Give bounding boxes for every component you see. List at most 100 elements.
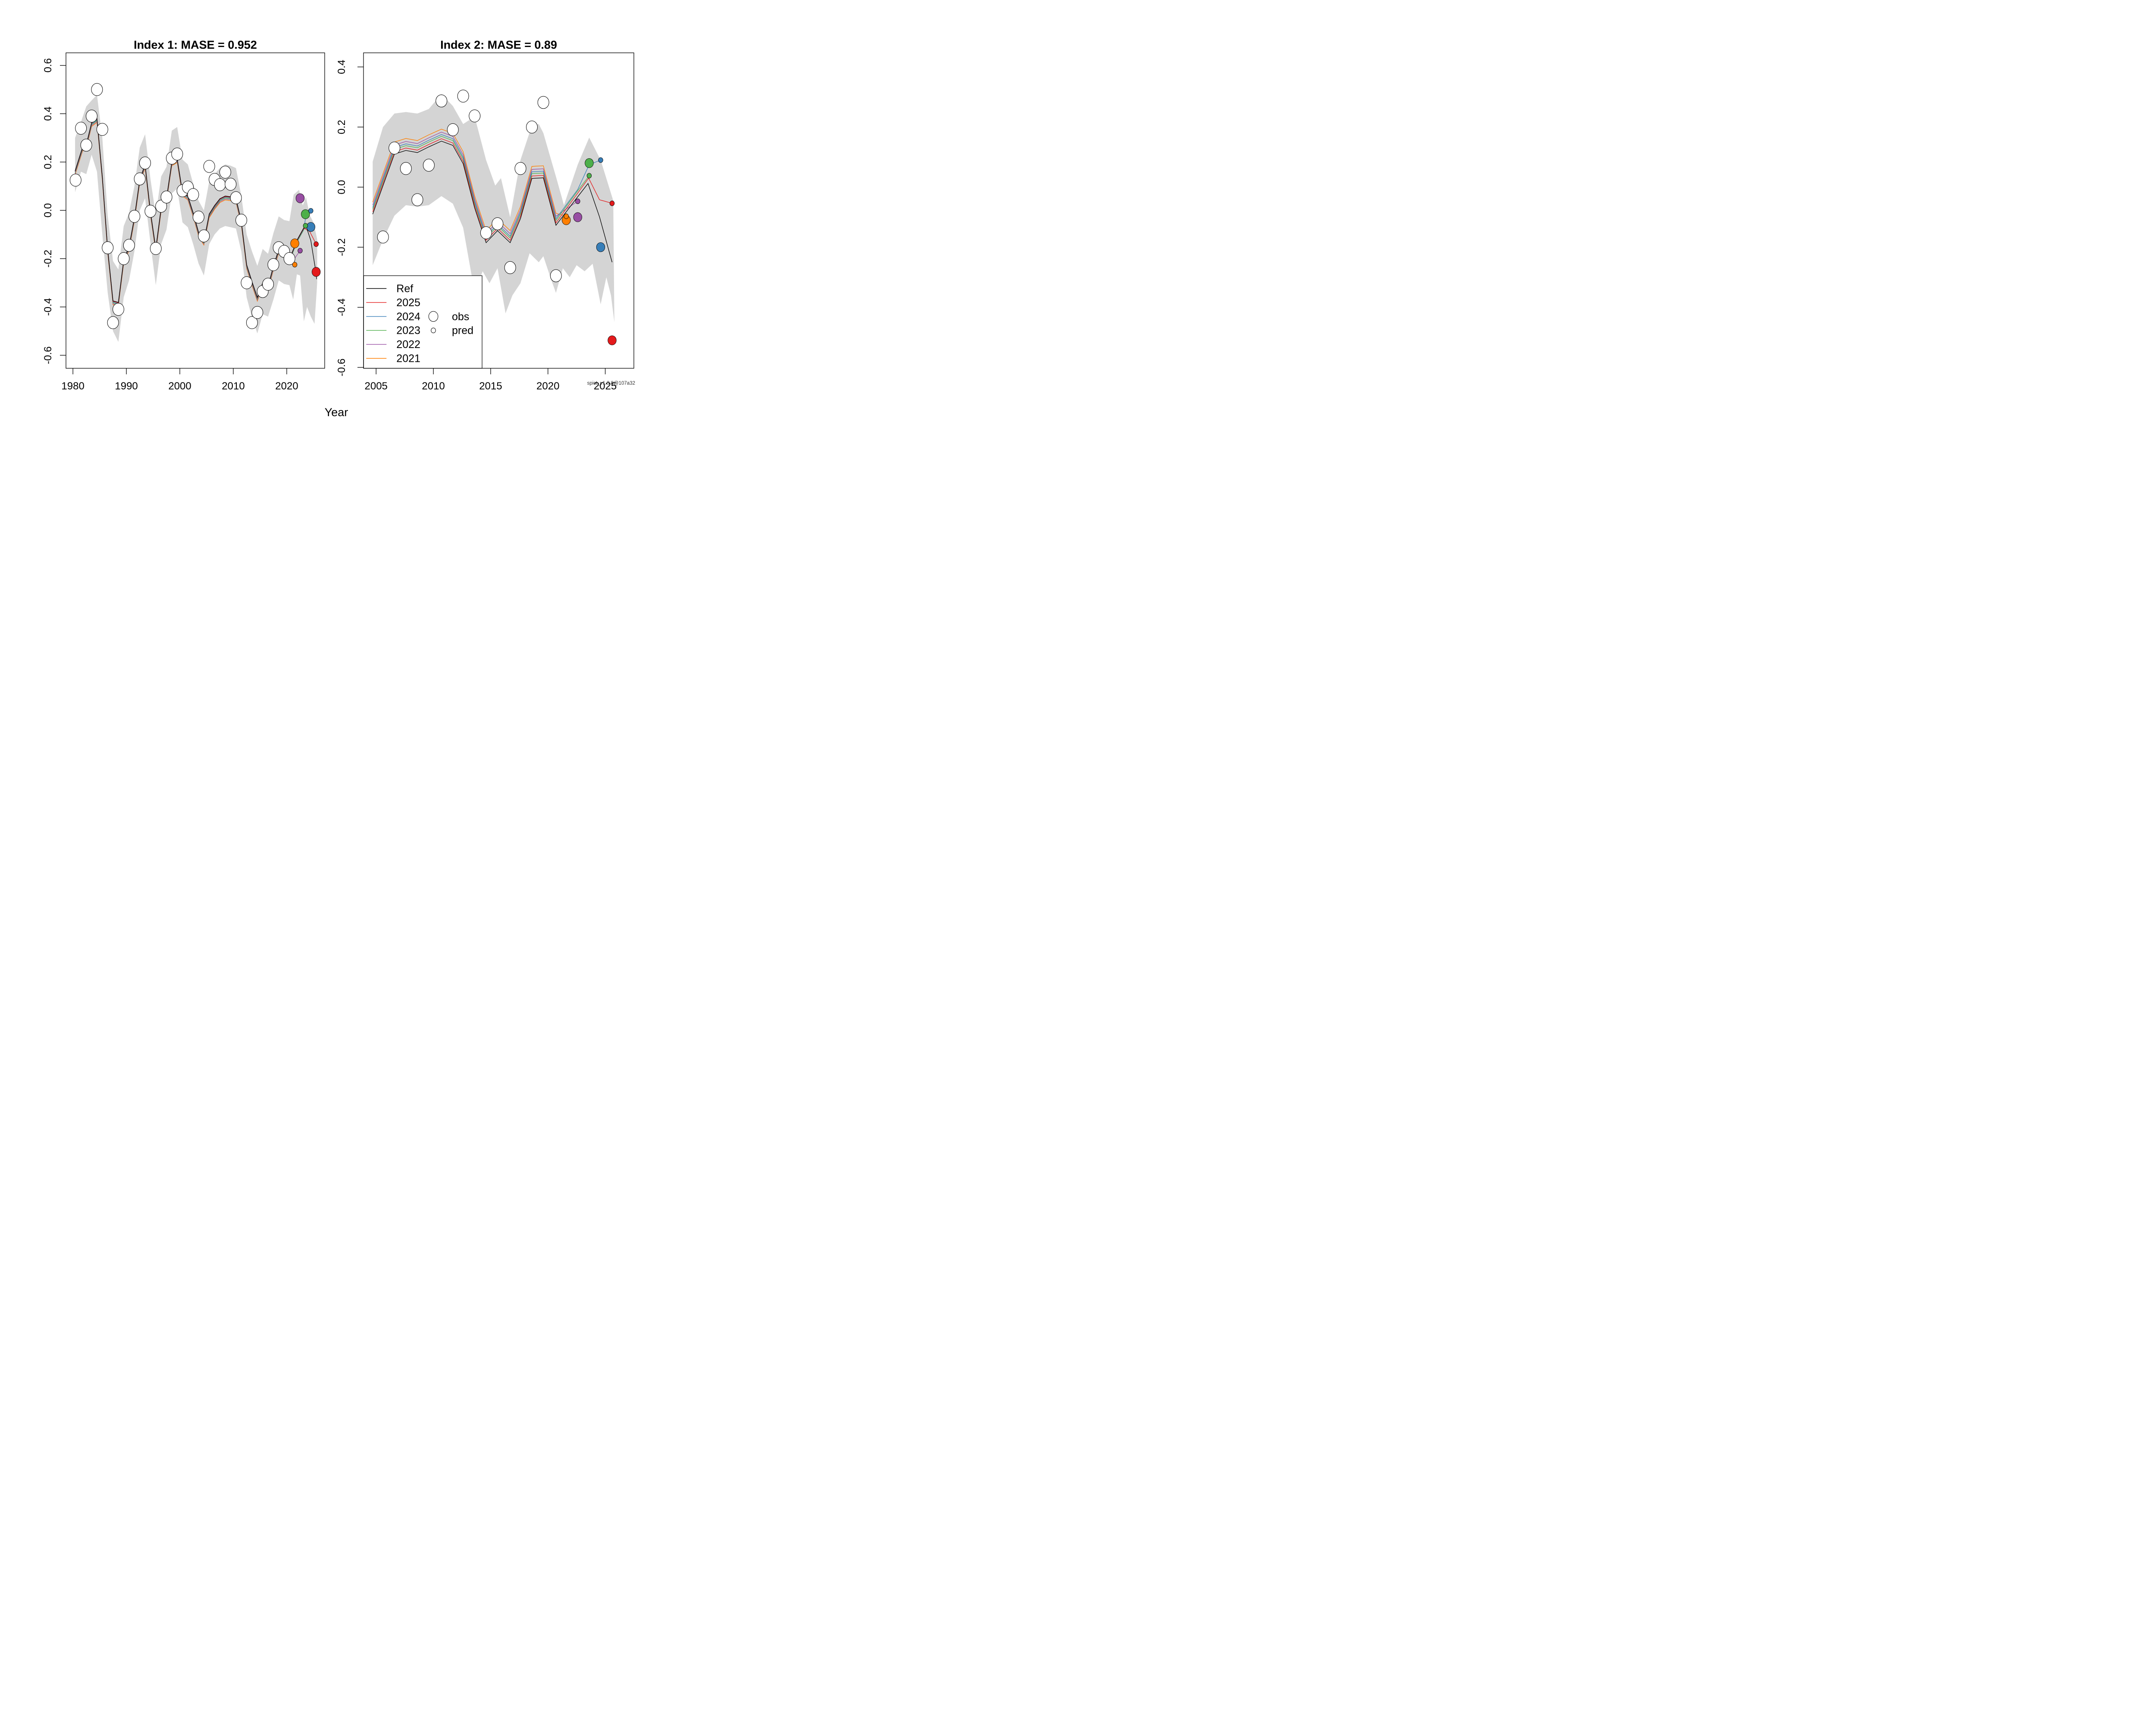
obs-point (155, 200, 167, 213)
legend-symbol-label: pred (452, 325, 473, 337)
legend-symbol-label: obs (452, 310, 469, 323)
obs-point (139, 157, 151, 169)
obs-point (118, 252, 130, 265)
obs-point (96, 123, 108, 136)
plot-box (363, 52, 634, 369)
obs-point (69, 173, 81, 187)
obs-point (203, 160, 215, 173)
obs-point (436, 94, 448, 107)
legend-label: 2022 (396, 339, 420, 351)
obs-point (283, 252, 295, 265)
obs-point (235, 213, 248, 227)
obs-point (241, 276, 253, 289)
obs-point (187, 188, 199, 201)
pred-point (313, 241, 319, 247)
obs-point (400, 162, 412, 175)
obs-point (225, 178, 237, 191)
y-tick-label: 0.0 (42, 203, 54, 217)
y-tick-label: 0.2 (42, 155, 54, 169)
obs-point-colored (306, 222, 316, 232)
y-tick-label: 0.4 (42, 107, 54, 121)
y-tick-label: -0.6 (336, 358, 348, 376)
obs-point-colored (295, 193, 305, 203)
pred-point (586, 173, 592, 179)
obs-point-colored (290, 238, 299, 248)
y-tick-label: 0.4 (336, 60, 348, 74)
obs-point-colored (301, 209, 310, 219)
obs-point (377, 230, 389, 244)
pred-point (598, 157, 603, 163)
obs-point (102, 241, 114, 254)
obs-point (192, 210, 204, 224)
obs-point (219, 166, 231, 179)
x-tick-label: 2020 (536, 380, 559, 392)
legend-label: 2024 (396, 310, 420, 323)
obs-point (492, 217, 504, 230)
obs-point (171, 147, 183, 161)
series-line-2021 (372, 129, 567, 232)
x-tick-label: 2010 (222, 380, 244, 392)
obs-point (251, 306, 263, 319)
obs-point (150, 242, 162, 255)
obs-point-colored (585, 158, 594, 168)
spict-hindcast-figure: Index 1: MASE = 0.952 Index 2: MASE = 0.… (0, 0, 647, 431)
obs-point (75, 122, 87, 135)
pred-point (575, 198, 580, 204)
obs-point (504, 261, 516, 274)
obs-point (107, 316, 119, 329)
obs-point (447, 123, 459, 136)
y-tick-label: -0.2 (336, 238, 348, 256)
pred-point (609, 201, 615, 206)
y-tick-label: -0.2 (42, 250, 54, 267)
legend-obs-symbol (428, 311, 439, 322)
obs-point (550, 269, 562, 282)
plot-area (69, 83, 321, 342)
obs-point-colored (596, 242, 605, 252)
obs-point (86, 110, 97, 123)
obs-point (480, 226, 492, 239)
x-tick-label: 2000 (168, 380, 191, 392)
pred-point (298, 248, 303, 254)
series-line-2022 (372, 132, 578, 235)
obs-point (144, 205, 157, 218)
series-line-2023 (372, 136, 589, 238)
x-tick-label: 2020 (275, 380, 298, 392)
legend-pred-symbol (431, 327, 436, 333)
plot-area (372, 90, 617, 345)
y-tick-label: -0.4 (336, 298, 348, 316)
y-tick-label: -0.6 (42, 346, 54, 364)
x-tick-label: 2015 (479, 380, 502, 392)
obs-point (123, 239, 135, 252)
obs-point-colored (312, 267, 321, 277)
y-tick-label: 0.0 (336, 180, 348, 194)
obs-point (128, 210, 141, 223)
obs-point (230, 191, 242, 204)
obs-point (246, 316, 258, 329)
x-axis-label: Year (324, 406, 348, 419)
legend-label: 2021 (396, 353, 420, 365)
obs-point (267, 258, 279, 271)
obs-point (423, 159, 435, 172)
y-tick-label: 0.6 (42, 58, 54, 72)
obs-point (514, 162, 526, 175)
x-tick-label: 2025 (594, 380, 617, 392)
obs-point (262, 278, 274, 291)
obs-point (526, 120, 538, 134)
x-tick-label: 1980 (61, 380, 84, 392)
panel-1: 1980 1990 2000 2010 2020 0.6 0.4 0.2 0.0 -0.2 -0.4… (42, 52, 325, 392)
x-tick-label: 2010 (422, 380, 445, 392)
pred-point (564, 213, 569, 219)
hindcast-plot-canvas: 1980 1990 2000 2010 2020 0.6 0.4 0.2 0.0 -0.2 -0.4… (42, 52, 634, 392)
y-tick-label: -0.4 (42, 298, 54, 316)
obs-point-colored (608, 336, 617, 345)
legend-label: Ref (396, 283, 413, 295)
x-tick-label: 1990 (115, 380, 138, 392)
pred-point (292, 262, 298, 267)
pred-point (303, 223, 308, 229)
obs-point (91, 83, 103, 96)
obs-point (537, 96, 549, 109)
x-tick-label: 2005 (365, 380, 388, 392)
panel2-title: Index 2: MASE = 0.89 (440, 38, 557, 51)
